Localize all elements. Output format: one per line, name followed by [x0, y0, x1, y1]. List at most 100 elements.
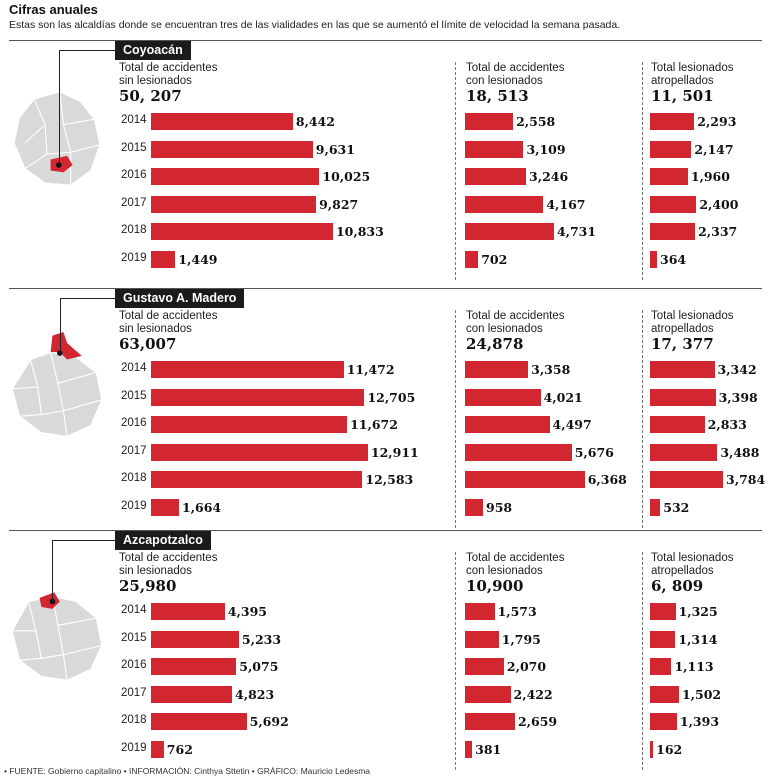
data-label: 1,393 — [679, 714, 720, 729]
bar — [650, 223, 696, 240]
map-borders — [24, 91, 101, 186]
data-label: 762 — [166, 741, 193, 757]
bar — [465, 658, 504, 675]
bar — [465, 740, 473, 758]
map-pin-dot — [56, 162, 62, 168]
map-pin-dot — [57, 350, 63, 356]
data-label: 2,659 — [517, 714, 558, 729]
year-label: 2014 — [121, 114, 147, 126]
bar — [151, 416, 348, 433]
column-separator — [642, 62, 643, 280]
data-label: 1,960 — [690, 169, 730, 184]
data-label: 364 — [660, 251, 687, 267]
bar — [650, 658, 672, 675]
year-label: 2018 — [121, 714, 147, 726]
data-label: 2,558 — [516, 114, 556, 129]
column-heading: Total de accidentes con lesionados — [466, 62, 565, 87]
bar — [465, 140, 524, 158]
top-divider — [9, 40, 762, 41]
column-total: 6, 809 — [651, 577, 704, 595]
bar — [465, 195, 544, 213]
column-heading: Total de accidentes sin lesionados — [119, 310, 218, 335]
chart-subtitle: Estas son las alcaldías donde se encuent… — [9, 19, 621, 31]
bar — [465, 416, 550, 433]
data-label: 1,664 — [181, 499, 222, 515]
year-label: 2019 — [121, 741, 147, 754]
data-label: 1,325 — [678, 604, 718, 619]
column-total: 10,900 — [466, 577, 524, 595]
data-label: 1,449 — [178, 251, 218, 267]
bar — [151, 168, 320, 185]
bar — [151, 713, 247, 730]
bar — [151, 658, 237, 675]
data-label: 2,337 — [698, 224, 738, 239]
alcaldia-section: Coyoacán 2014 2015 2016 2017 2018 2019 Total de… — [0, 40, 768, 285]
credits-footer: • FUENTE: Gobierno capitalino • INFORMAC… — [4, 766, 371, 776]
year-label: 2014 — [121, 604, 147, 616]
data-label: 5,233 — [241, 631, 282, 647]
data-label: 2,147 — [694, 141, 734, 157]
data-label: 162 — [656, 741, 683, 757]
year-label: 2014 — [121, 362, 147, 374]
data-label: 3,784 — [726, 472, 766, 487]
data-label: 1,502 — [681, 686, 722, 702]
column-separator — [642, 310, 643, 528]
map-highlight-alcaldia — [50, 332, 82, 360]
bar — [151, 740, 164, 758]
data-label: 3,358 — [531, 362, 571, 377]
column-total: 18, 513 — [466, 87, 529, 105]
bar — [650, 416, 705, 433]
bar — [151, 603, 225, 620]
bar — [465, 223, 554, 240]
map-highlight-alcaldia — [50, 155, 73, 173]
bar — [650, 250, 658, 268]
data-label: 3,342 — [717, 362, 757, 377]
leader-line — [58, 50, 116, 165]
data-label: 9,631 — [315, 141, 355, 157]
data-label: 1,113 — [674, 659, 714, 674]
bar — [151, 113, 293, 130]
section-divider — [9, 530, 762, 531]
column-heading: Total de accidentes con lesionados — [466, 310, 565, 335]
column-total: 25,980 — [119, 577, 177, 595]
bar — [465, 630, 499, 648]
alcaldia-label: Azcapotzalco — [115, 531, 211, 550]
year-label: 2017 — [121, 444, 147, 457]
bar — [151, 443, 368, 461]
bar — [650, 685, 679, 703]
bar — [465, 113, 514, 130]
bar — [151, 471, 363, 488]
data-label: 958 — [486, 499, 513, 515]
column-heading: Total de accidentes sin lesionados — [119, 62, 218, 87]
year-label: 2016 — [121, 169, 147, 181]
data-label: 4,395 — [227, 604, 267, 619]
column-heading: Total lesionados atropellados — [651, 310, 734, 335]
bar — [465, 471, 585, 488]
bar — [650, 630, 676, 648]
data-label: 11,672 — [350, 417, 398, 432]
bar — [650, 113, 695, 130]
map-highlight-alcaldia — [39, 592, 60, 609]
leader-line — [59, 298, 116, 354]
chart-title: Cifras anuales — [9, 2, 98, 17]
data-label: 4,823 — [235, 686, 275, 702]
bar — [650, 195, 697, 213]
section-divider — [9, 288, 762, 289]
bar — [151, 361, 344, 378]
year-label: 2015 — [121, 389, 147, 402]
bar — [151, 195, 317, 213]
data-label: 2,400 — [699, 196, 739, 212]
data-label: 10,833 — [335, 224, 384, 239]
column-heading: Total de accidentes con lesionados — [466, 552, 565, 577]
data-label: 4,497 — [552, 417, 592, 432]
data-label: 3,109 — [526, 141, 566, 157]
bar — [465, 388, 541, 406]
bar — [650, 443, 718, 461]
column-total: 50, 207 — [119, 87, 182, 105]
bar — [151, 250, 176, 268]
year-label: 2017 — [121, 686, 147, 699]
bar — [650, 168, 688, 185]
column-total: 17, 377 — [651, 335, 714, 353]
data-label: 3,246 — [529, 169, 569, 184]
year-label: 2018 — [121, 224, 147, 236]
